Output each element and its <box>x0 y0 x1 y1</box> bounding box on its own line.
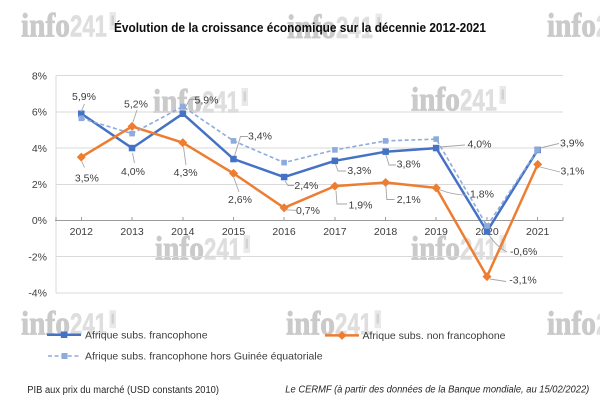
svg-text:-2%: -2% <box>28 251 47 263</box>
svg-text:4,0%: 4,0% <box>121 166 145 178</box>
svg-text:4,3%: 4,3% <box>174 167 198 179</box>
svg-text:2016: 2016 <box>272 226 296 238</box>
svg-text:-4%: -4% <box>28 288 47 300</box>
svg-text:1,8%: 1,8% <box>470 189 494 201</box>
svg-text:Afrique subs. francophone: Afrique subs. francophone <box>85 330 208 342</box>
svg-text:2014: 2014 <box>171 226 195 238</box>
svg-text:info: info <box>21 8 70 45</box>
svg-text:5,2%: 5,2% <box>124 99 148 111</box>
svg-text:6%: 6% <box>32 107 47 119</box>
svg-text:2015: 2015 <box>222 226 246 238</box>
svg-text:info: info <box>411 231 460 268</box>
svg-text:2012: 2012 <box>70 226 94 238</box>
svg-text:241: 241 <box>204 232 241 267</box>
svg-text:info: info <box>547 8 596 45</box>
svg-text:info: info <box>155 231 204 268</box>
svg-text:4%: 4% <box>32 143 47 155</box>
svg-text:info: info <box>286 306 335 343</box>
svg-text:241: 241 <box>336 10 373 45</box>
svg-text:5,9%: 5,9% <box>72 91 96 103</box>
svg-text:-3,1%: -3,1% <box>509 275 536 287</box>
svg-text:2013: 2013 <box>120 226 144 238</box>
svg-text:2%: 2% <box>32 179 47 191</box>
svg-text:Afrique subs. francophone hors: Afrique subs. francophone hors Guinée éq… <box>85 351 323 363</box>
svg-text:0%: 0% <box>32 215 47 227</box>
svg-text:2018: 2018 <box>374 226 398 238</box>
svg-text:3,1%: 3,1% <box>561 166 585 178</box>
svg-text:5,9%: 5,9% <box>195 95 219 107</box>
svg-text:2017: 2017 <box>323 226 347 238</box>
svg-text:Afrique subs. non francophone: Afrique subs. non francophone <box>363 330 506 342</box>
svg-text:info: info <box>547 306 596 343</box>
svg-text:info: info <box>411 82 460 119</box>
svg-text:PIB aux prix du marché (USD co: PIB aux prix du marché (USD constants 20… <box>27 385 219 396</box>
svg-text:3,8%: 3,8% <box>397 159 421 171</box>
svg-text:0,7%: 0,7% <box>296 205 320 217</box>
svg-text:2,6%: 2,6% <box>228 194 252 206</box>
svg-text:2,4%: 2,4% <box>294 180 318 192</box>
svg-text:-0,6%: -0,6% <box>510 246 537 258</box>
svg-text:3,4%: 3,4% <box>248 131 272 143</box>
svg-text:info: info <box>153 84 202 121</box>
svg-text:info: info <box>287 9 336 46</box>
svg-text:4,0%: 4,0% <box>468 139 492 151</box>
svg-text:3,5%: 3,5% <box>75 173 99 185</box>
svg-text:2019: 2019 <box>425 226 449 238</box>
svg-text:Évolution de la croissance éco: Évolution de la croissance économique su… <box>114 20 486 35</box>
svg-text:2021: 2021 <box>526 226 550 238</box>
svg-text:3,9%: 3,9% <box>560 138 584 150</box>
svg-text:8%: 8% <box>32 70 47 82</box>
svg-text:241: 241 <box>202 85 239 120</box>
svg-text:241: 241 <box>596 9 600 44</box>
svg-text:2,1%: 2,1% <box>397 194 421 206</box>
svg-text:3,3%: 3,3% <box>347 165 371 177</box>
svg-text:241: 241 <box>596 307 600 342</box>
svg-text:Le CERMF (à partir des données: Le CERMF (à partir des données de la Ban… <box>285 385 589 396</box>
svg-text:241: 241 <box>70 9 107 44</box>
svg-text:1,9%: 1,9% <box>349 200 373 212</box>
